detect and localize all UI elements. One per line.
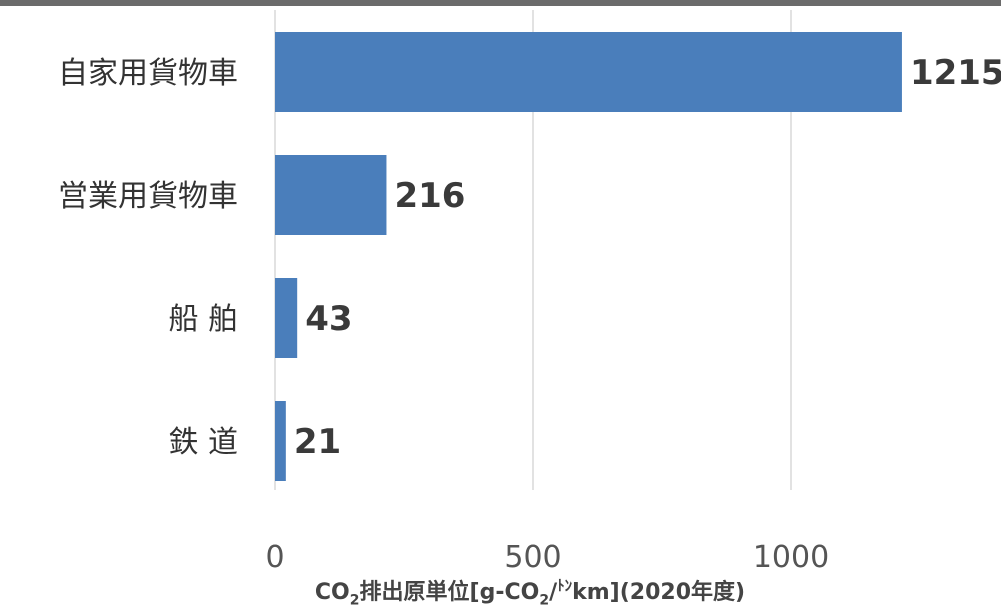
x-tick-label-0: 0 xyxy=(265,540,284,575)
category-label-1: 営業用貨物車 xyxy=(58,179,238,214)
value-label-3: 21 xyxy=(294,422,341,462)
x-tick-label-1000: 1000 xyxy=(753,540,829,575)
x-tick-label-500: 500 xyxy=(504,540,561,575)
x-axis-title: CO2排出原単位[g-CO2/ﾄﾝkm](2020年度) xyxy=(314,576,746,609)
value-label-1: 216 xyxy=(394,176,465,216)
bar-3 xyxy=(275,401,286,481)
top-border-rule xyxy=(0,0,1001,6)
bars xyxy=(275,32,902,481)
bar-1 xyxy=(275,155,387,235)
x-tick-labels: 0 500 1000 xyxy=(265,540,829,575)
bar-2 xyxy=(275,278,298,358)
value-label-0: 1215 xyxy=(910,53,1001,93)
value-labels: 1215 216 43 21 xyxy=(294,53,1001,462)
value-label-2: 43 xyxy=(305,299,352,339)
bar-0 xyxy=(275,32,902,112)
category-label-3: 鉄 道 xyxy=(168,425,238,460)
category-label-0: 自家用貨物車 xyxy=(58,56,238,91)
category-label-2: 船 舶 xyxy=(168,302,238,337)
